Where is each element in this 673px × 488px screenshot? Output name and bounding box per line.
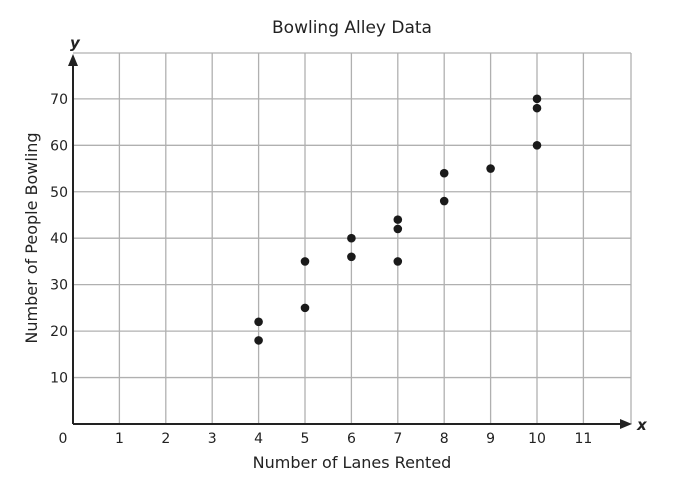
x-axis-label: Number of Lanes Rented: [253, 453, 452, 472]
data-points: [254, 94, 542, 345]
data-point: [300, 303, 310, 313]
data-point: [393, 215, 403, 224]
x-tick-label: 10: [528, 431, 546, 447]
data-point: [393, 224, 403, 234]
x-axis-variable: x: [636, 416, 648, 434]
data-point: [254, 336, 263, 345]
y-tick-label: 30: [50, 278, 68, 294]
x-tick-label: 8: [440, 431, 449, 447]
axes: [68, 54, 632, 429]
data-point: [439, 168, 449, 178]
data-point: [347, 252, 356, 262]
chart-title: Bowling Alley Data: [272, 18, 432, 38]
y-tick-label: 60: [50, 138, 68, 154]
y-tick-label: 20: [50, 324, 68, 340]
data-point: [532, 94, 542, 104]
x-tick-label: 3: [208, 431, 217, 447]
grid-lines: [73, 52, 632, 424]
data-point: [532, 103, 542, 113]
data-point: [347, 233, 356, 243]
data-point: [254, 317, 263, 327]
data-point: [300, 257, 310, 266]
y-axis-arrow: [68, 54, 78, 66]
x-tick-label: 7: [393, 431, 402, 447]
x-tick-label: 2: [161, 431, 170, 447]
y-axis-label: Number of People Bowling: [22, 132, 41, 343]
x-tick-label: 5: [301, 431, 310, 447]
x-tick-label: 6: [347, 431, 356, 447]
y-tick-label: 70: [50, 92, 68, 108]
data-point: [532, 141, 542, 150]
x-tick-label: 4: [254, 431, 263, 447]
y-tick-label: 50: [50, 185, 68, 201]
y-axis-variable: y: [70, 34, 81, 52]
y-tick-labels: 10 20 30 40 50 60 70: [50, 92, 68, 387]
y-tick-label: 40: [50, 231, 68, 247]
x-tick-label: 1: [115, 431, 124, 447]
y-tick-label: 10: [50, 371, 68, 387]
x-tick-label: 11: [574, 431, 592, 447]
x-tick-label: 9: [486, 431, 495, 447]
x-tick-labels: 1 2 3 4 5 6 7 8 9 10 11: [115, 431, 592, 447]
data-point: [486, 164, 495, 173]
x-axis-arrow: [620, 419, 632, 429]
origin-label: 0: [59, 431, 68, 447]
data-point: [439, 196, 449, 206]
data-point: [393, 257, 403, 266]
